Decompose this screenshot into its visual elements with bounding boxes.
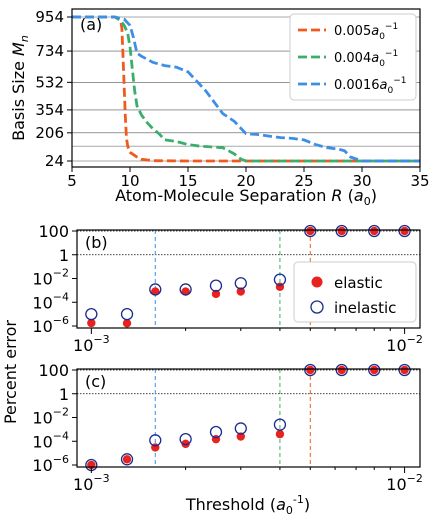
a-xtick-label: 30 [352,172,371,190]
b-point-elastic [181,287,190,296]
b-point-inelastic [273,273,287,286]
b-point-inelastic [304,224,317,238]
b-panel-label: (b) [85,233,108,252]
c-point-inelastic [304,363,317,377]
b-ytick-label: 10−4 [32,290,69,312]
b-point-elastic [400,226,409,236]
c-axes-frame [76,368,421,468]
a-ytick-label: 954 [35,8,64,26]
b-point-inelastic [149,283,162,296]
b-point-elastic [236,287,245,296]
c-point-elastic [400,365,409,375]
a-series-line-1 [72,15,420,163]
bc-xlabel: Threshold (a0-1) [185,493,310,517]
a-series-line-2 [72,15,420,163]
b-point-elastic [211,289,221,299]
b-point-inelastic [179,283,192,296]
c-ytick-label: 1 [59,385,69,404]
a-panel-label: (a) [80,15,102,34]
b-legend-elastic-label: elastic [334,274,383,292]
c-reference-lines [77,369,420,467]
b-point-elastic [337,226,346,236]
b-legend-elastic-marker [311,276,323,288]
a-xtick-label: 35 [410,172,429,190]
a-ytick-label: 206 [35,124,64,142]
b-xtick-label: 10−2 [386,333,423,355]
c-points [85,363,411,472]
b-point-inelastic [120,307,134,321]
c-point-inelastic [234,422,247,435]
a-xtick-label: 20 [236,172,255,190]
b-point-elastic [306,226,315,236]
b-ytick-label: 1 [59,246,69,265]
b-legend: elastic inelastic [293,261,417,323]
b-legend-inelastic-label: inelastic [334,299,396,317]
c-point-elastic [337,365,346,375]
a-legend: 0.005a0−1 0.004a0−1 0.0016a0−1 [289,13,417,101]
a-series-line-0 [72,15,420,163]
c-panel-label: (c) [85,372,106,391]
b-point-elastic [151,287,160,296]
b-point-inelastic [209,279,223,292]
a-legend-label-1: 0.004a0−1 [334,49,398,69]
b-ytick-label: 10−6 [32,314,69,336]
c-point-inelastic [335,363,348,377]
b-point-inelastic [85,307,98,321]
a-legend-box [289,13,417,101]
c-point-elastic [306,365,315,375]
c-ytick-label: 10−4 [32,429,69,451]
b-xtick-label: 10−3 [73,333,110,355]
a-ytick-label: 354 [35,101,64,119]
a-legend-label-2: 0.0016a0−1 [334,76,406,96]
b-point-inelastic [335,224,348,238]
a-legend-label-0: 0.005a0−1 [334,22,398,42]
c-ytick-label: 10−2 [32,406,69,428]
b-legend-inelastic-marker [310,300,324,314]
a-xtick-label: 10 [120,172,139,190]
c-point-elastic [181,439,190,449]
c-point-elastic [275,429,285,439]
b-point-elastic [370,226,379,236]
b-point-elastic [87,318,96,328]
c-point-elastic [122,455,132,464]
b-point-inelastic [234,277,247,290]
a-xtick-label: 25 [294,172,313,190]
b-legend-box [293,261,417,323]
a-xlabel: Atom-Molecule Separation R (a0) [115,186,377,208]
c-point-inelastic [209,425,223,439]
b-point-inelastic [398,224,411,238]
b-point-inelastic [368,224,381,238]
bc-ylabel: Percent error [1,320,20,424]
c-ytick-label: 10−6 [32,453,69,475]
c-xtick-label: 10−2 [386,472,423,494]
a-ylabel: Basis Size Mn [9,35,31,141]
c-point-elastic [236,432,245,441]
b-ytick-label: 10−2 [32,267,69,289]
b-point-elastic [122,319,132,328]
c-point-inelastic [120,453,134,466]
c-point-inelastic [368,363,381,377]
panel-a: 24 206 354 532 734 954 5 10 15 20 25 30 35 (a) 0.005… [9,8,430,208]
a-ytick-label: 24 [45,152,64,170]
c-point-elastic [370,365,379,375]
a-xtick-label: 15 [178,172,197,190]
b-ytick-label: 100 [38,222,69,241]
c-point-inelastic [273,418,287,431]
c-point-inelastic [179,433,192,446]
c-point-inelastic [149,434,162,447]
c-xtick-label: 10−3 [73,472,110,494]
b-points [85,224,411,328]
a-xtick-label: 5 [67,172,77,190]
a-ytick-label: 734 [35,42,64,60]
a-ytick-label: 532 [35,73,64,91]
a-ticks: 24 206 354 532 734 954 5 10 15 20 25 30 35 [35,8,429,190]
a-series-lines [72,15,420,163]
c-ytick-label: 100 [38,361,69,380]
c-point-inelastic [398,363,411,377]
